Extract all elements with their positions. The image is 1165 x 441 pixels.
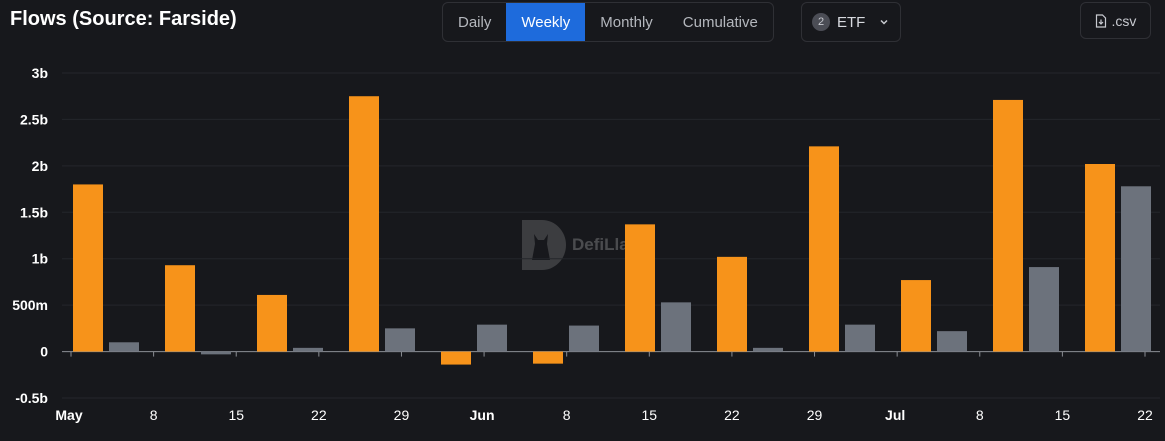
bar-series2 <box>293 347 323 352</box>
bar-series1 <box>257 294 287 352</box>
y-tick-label: 0 <box>40 344 48 360</box>
etf-filter-dropdown[interactable]: 2 ETF <box>801 2 901 42</box>
defillama-logo-icon <box>520 220 566 270</box>
x-tick-label: Jul <box>885 407 905 423</box>
x-tick-label: 22 <box>311 407 327 423</box>
bar-series2 <box>845 324 875 352</box>
bar-series1 <box>901 280 931 352</box>
bar-series2 <box>1121 186 1151 352</box>
x-tick-label: 15 <box>228 407 244 423</box>
bar-series2 <box>569 325 599 352</box>
file-download-icon <box>1095 13 1107 28</box>
x-tick-label: 15 <box>1055 407 1071 423</box>
x-tick-label: 8 <box>976 407 984 423</box>
y-tick-label: -0.5b <box>15 390 48 406</box>
tab-monthly[interactable]: Monthly <box>600 13 653 31</box>
bar-series1 <box>993 99 1023 352</box>
bar-series2 <box>477 324 507 352</box>
etf-filter-label: ETF <box>837 13 866 31</box>
bar-series2 <box>937 331 967 352</box>
bar-series1 <box>809 146 839 352</box>
bar-series1 <box>349 96 379 352</box>
x-tick-label: 29 <box>394 407 410 423</box>
y-tick-label: 500m <box>12 297 48 313</box>
chevron-down-icon <box>878 16 890 28</box>
bar-series1 <box>625 224 655 352</box>
x-tick-label: 22 <box>1137 407 1153 423</box>
tab-cumulative[interactable]: Cumulative <box>682 13 758 31</box>
bar-series2 <box>1029 267 1059 352</box>
chart-title: Flows (Source: Farside) <box>10 8 237 30</box>
bar-series2 <box>661 302 691 352</box>
y-tick-label: 1.5b <box>20 204 48 220</box>
y-tick-label: 3b <box>32 65 48 81</box>
bar-series2 <box>385 328 415 352</box>
y-tick-label: 1b <box>32 251 48 267</box>
y-tick-label: 2b <box>32 158 48 174</box>
bar-series1 <box>73 184 103 352</box>
tab-weekly[interactable]: Weekly <box>506 3 586 41</box>
x-tick-label: May <box>55 407 82 423</box>
bar-series1 <box>717 256 747 352</box>
bar-series1 <box>1085 164 1115 352</box>
bar-series1 <box>165 265 195 352</box>
bar-series1 <box>441 351 471 365</box>
x-tick-label: 8 <box>563 407 571 423</box>
bar-series2 <box>109 342 139 352</box>
selected-count-badge: 2 <box>812 13 830 31</box>
x-tick-label: 22 <box>724 407 740 423</box>
x-tick-label: 29 <box>807 407 823 423</box>
csv-label: .csv <box>1111 12 1137 29</box>
csv-download-button[interactable]: .csv <box>1080 2 1151 39</box>
x-tick-label: 8 <box>150 407 158 423</box>
x-tick-label: 15 <box>642 407 658 423</box>
bar-series1 <box>533 351 563 364</box>
tab-daily[interactable]: Daily <box>458 13 492 31</box>
bar-series2 <box>753 347 783 352</box>
y-tick-label: 2.5b <box>20 111 48 127</box>
bar-series2 <box>201 351 231 355</box>
period-tabs: Daily Weekly Monthly Cumulative <box>442 2 774 42</box>
x-tick-label: Jun <box>470 407 495 423</box>
